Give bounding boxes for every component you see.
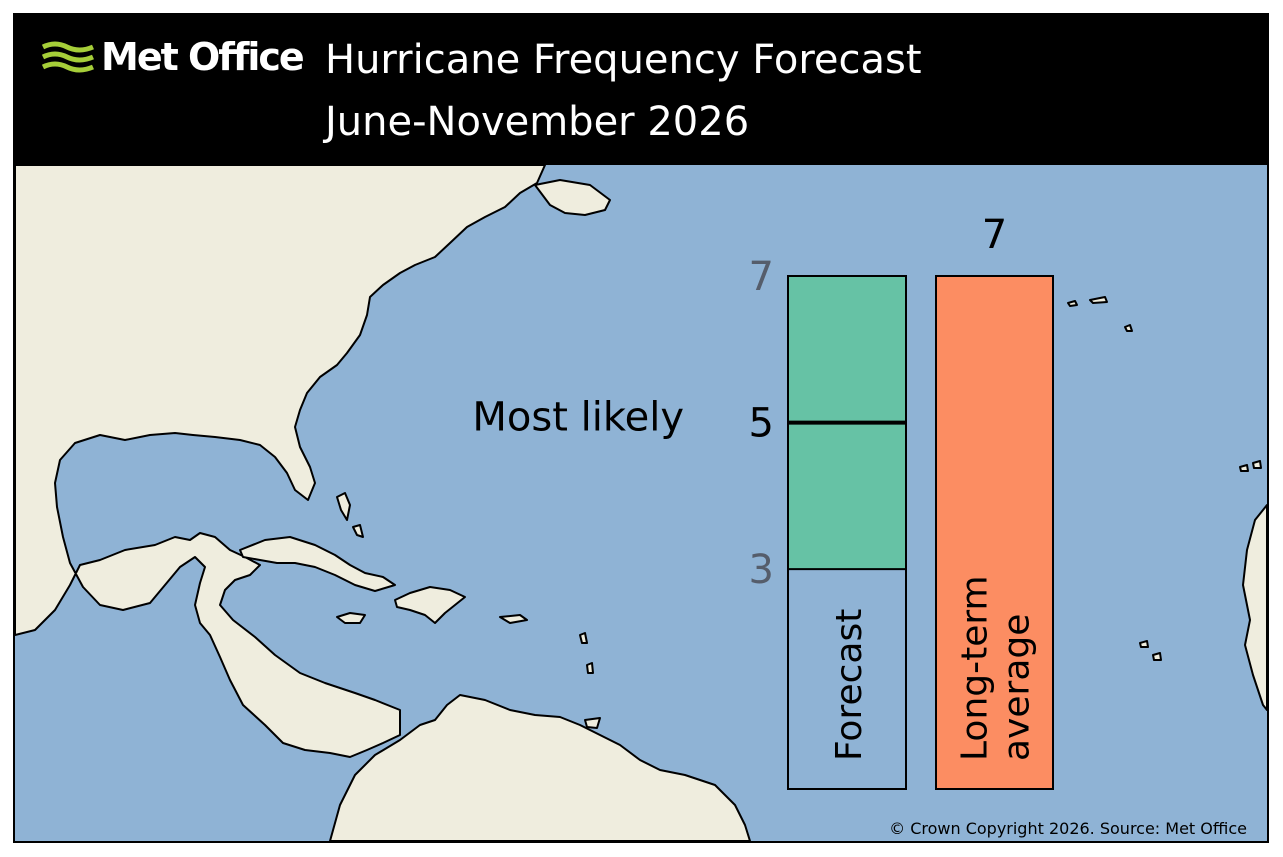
bermuda-island bbox=[1067, 300, 1078, 307]
jamaica-island bbox=[336, 612, 366, 624]
canary-island-1 bbox=[1239, 464, 1249, 472]
long-term-average-label-line1: Long-term bbox=[955, 575, 996, 761]
long-term-average-value-label: 7 bbox=[982, 212, 1007, 258]
long-term-average-label-line2: average bbox=[997, 614, 1038, 761]
chart-subtitle: June-November 2026 bbox=[325, 99, 750, 145]
most-likely-annotation: Most likely bbox=[472, 395, 684, 441]
forecast-lower-tick-label: 3 bbox=[749, 547, 774, 593]
most-likely-value-label: 5 bbox=[749, 401, 774, 447]
long-term-average-bar bbox=[935, 275, 1054, 790]
met-office-logo: Met Office bbox=[41, 35, 305, 79]
africa-land bbox=[1242, 504, 1267, 711]
azores-island-2 bbox=[1124, 324, 1133, 332]
copyright-notice: © Crown Copyright 2026. Source: Met Offi… bbox=[889, 819, 1247, 838]
cuba-island bbox=[239, 536, 396, 592]
atlantic-map bbox=[15, 165, 1267, 841]
chart-title: Hurricane Frequency Forecast bbox=[325, 37, 922, 83]
logo-text: Met Office bbox=[101, 35, 305, 79]
canary-island-2 bbox=[1252, 460, 1262, 469]
lesser-antilles-island-1 bbox=[579, 632, 588, 644]
cape-verde-island-1 bbox=[1139, 640, 1149, 648]
south-america-land bbox=[329, 694, 751, 841]
north-america-land bbox=[15, 165, 546, 758]
forecast-column-outline bbox=[787, 275, 907, 790]
forecast-upper-tick-label: 7 bbox=[749, 254, 774, 300]
azores-island-1 bbox=[1089, 296, 1108, 304]
cape-verde-island-2 bbox=[1152, 652, 1162, 661]
lesser-antilles-island-2 bbox=[586, 662, 594, 674]
land-masses bbox=[15, 165, 1267, 841]
trinidad-island bbox=[584, 717, 601, 729]
bahamas-island-2 bbox=[352, 524, 364, 538]
newfoundland-island bbox=[534, 179, 611, 216]
figure-frame: Met Office Hurricane Frequency Forecast … bbox=[13, 13, 1269, 843]
forecast-column-label: Forecast bbox=[829, 609, 870, 761]
hispaniola-island bbox=[394, 586, 466, 624]
bahamas-island-1 bbox=[336, 492, 351, 521]
puerto-rico-island bbox=[499, 614, 528, 624]
wave-logo-icon bbox=[41, 41, 94, 73]
header-bar: Met Office Hurricane Frequency Forecast … bbox=[15, 15, 1267, 165]
